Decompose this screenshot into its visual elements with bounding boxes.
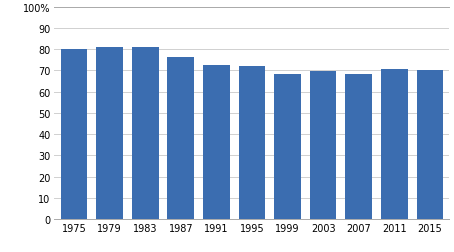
Bar <box>239 67 265 219</box>
Bar <box>61 50 87 219</box>
Bar <box>416 71 443 219</box>
Bar <box>96 47 123 219</box>
Bar <box>345 75 372 219</box>
Bar <box>168 57 194 219</box>
Bar <box>381 70 408 219</box>
Bar <box>310 72 336 219</box>
Bar <box>132 47 158 219</box>
Bar <box>274 75 301 219</box>
Bar <box>203 66 230 219</box>
